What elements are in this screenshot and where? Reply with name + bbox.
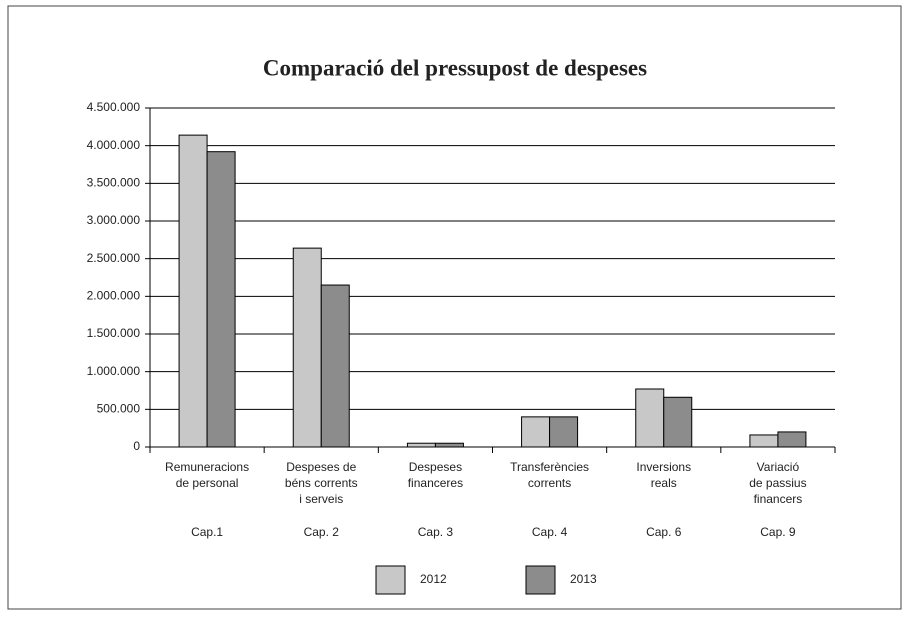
bar — [406, 442, 436, 448]
x-tick-label: Despeses de — [286, 460, 356, 474]
x-tick-label: Transferències — [510, 460, 589, 474]
x-tick-label: de personal — [176, 476, 239, 490]
bar — [434, 442, 464, 448]
bar — [178, 134, 208, 448]
y-tick-label: 2.000.000 — [87, 289, 141, 303]
x-tick-label: financers — [754, 492, 803, 506]
y-tick-label: 4.000.000 — [87, 138, 141, 152]
bar — [521, 416, 551, 448]
chapter-label: Cap. 4 — [532, 525, 568, 539]
y-tick-label: 0 — [133, 439, 140, 453]
chart-title: Comparació del pressupost de despeses — [263, 55, 647, 80]
x-tick-label: Inversions — [636, 460, 691, 474]
y-tick-label: 3.500.000 — [87, 176, 141, 190]
chapter-label: Cap. 3 — [418, 525, 454, 539]
x-tick-label: reals — [651, 476, 677, 490]
bar — [549, 416, 579, 448]
bar — [663, 396, 693, 448]
y-tick-label: 500.000 — [97, 402, 141, 416]
x-tick-label: Despeses — [409, 460, 462, 474]
bar — [320, 284, 350, 448]
bar — [749, 434, 779, 448]
legend-label: 2012 — [420, 572, 447, 586]
y-tick-label: 1.500.000 — [87, 326, 141, 340]
bar — [206, 151, 236, 448]
x-tick-label: i serveis — [299, 492, 343, 506]
bar — [635, 388, 665, 448]
x-tick-label: corrents — [528, 476, 571, 490]
x-tick-label: béns corrents — [285, 476, 358, 490]
chapter-label: Cap. 6 — [646, 525, 682, 539]
x-tick-label: Remuneracions — [165, 460, 249, 474]
y-tick-label: 2.500.000 — [87, 251, 141, 265]
x-tick-label: financeres — [408, 476, 463, 490]
legend-swatch — [375, 565, 406, 595]
chapter-label: Cap. 2 — [304, 525, 340, 539]
y-tick-label: 1.000.000 — [87, 364, 141, 378]
chapter-label: Cap.1 — [191, 525, 223, 539]
chapter-label: Cap. 9 — [760, 525, 796, 539]
x-tick-label: de passius — [749, 476, 806, 490]
legend-swatch — [525, 565, 556, 595]
x-tick-label: Variació — [757, 460, 800, 474]
bar — [292, 247, 322, 448]
frame — [7, 5, 902, 610]
y-tick-label: 3.000.000 — [87, 213, 141, 227]
bar — [777, 431, 807, 448]
legend-label: 2013 — [570, 572, 597, 586]
y-tick-label: 4.500.000 — [87, 100, 141, 114]
